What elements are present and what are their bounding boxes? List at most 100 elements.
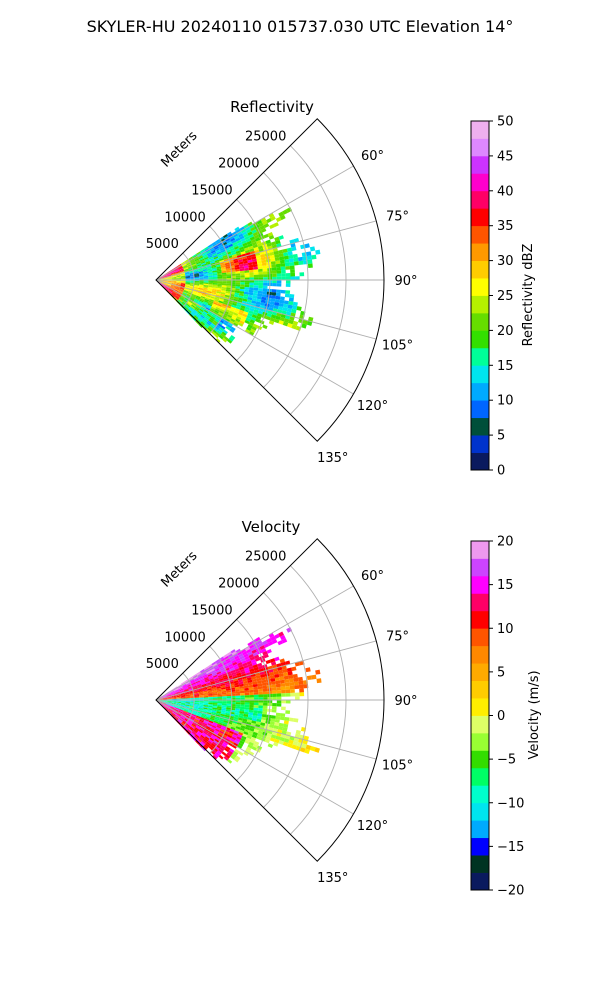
reflectivity-cell xyxy=(278,252,284,258)
reflectivity-cell xyxy=(251,229,257,234)
velocity-cell xyxy=(281,638,288,644)
reflectivity-cell xyxy=(250,328,256,334)
velocity-cell xyxy=(284,682,290,687)
velocity-cell xyxy=(255,657,261,662)
velocity-cell xyxy=(184,725,189,729)
reflectivity-cell xyxy=(254,277,259,280)
velocity-cell xyxy=(176,713,181,717)
reflectivity-cell xyxy=(177,299,182,304)
reflectivity-cell xyxy=(208,245,214,250)
reflectivity-cell xyxy=(166,272,171,275)
reflectivity-cell xyxy=(223,300,229,304)
velocity-cell xyxy=(194,693,199,695)
reflectivity-cell xyxy=(207,243,213,248)
reflectivity-cell xyxy=(179,269,184,272)
reflectivity-cell xyxy=(266,313,272,318)
velocity-cell xyxy=(294,692,300,697)
reflectivity-cell xyxy=(219,326,225,332)
velocity-colorbar-strip xyxy=(471,636,489,647)
velocity-cell xyxy=(167,696,172,698)
velocity-cell xyxy=(243,711,249,715)
velocity-cell xyxy=(238,713,244,717)
reflectivity-cell xyxy=(256,260,262,264)
velocity-cell xyxy=(252,743,259,749)
reflectivity-cell xyxy=(198,286,204,289)
velocity-cell xyxy=(279,716,285,721)
reflectivity-cell xyxy=(262,285,268,289)
velocity-cell xyxy=(272,696,277,700)
reflectivity-cell xyxy=(178,290,184,293)
reflectivity-cell xyxy=(168,289,173,293)
reflectivity-cell xyxy=(256,257,262,262)
velocity-cell xyxy=(180,715,186,719)
velocity-cell xyxy=(210,716,216,720)
reflectivity-cell xyxy=(287,251,293,256)
velocity-cell xyxy=(248,709,254,713)
reflectivity-cell xyxy=(222,278,227,280)
reflectivity-cell xyxy=(218,256,224,260)
reflectivity-cell xyxy=(212,321,217,326)
velocity-cell xyxy=(208,738,214,744)
reflectivity-cell xyxy=(196,262,202,266)
reflectivity-cell xyxy=(198,254,203,259)
velocity-cell xyxy=(269,674,275,679)
velocity-cell xyxy=(178,687,184,690)
reflectivity-cell xyxy=(214,246,219,250)
velocity-cell xyxy=(253,729,259,734)
velocity-cell xyxy=(195,680,201,684)
velocity-cell xyxy=(236,723,242,728)
reflectivity-data xyxy=(157,207,321,344)
velocity-cell xyxy=(257,713,263,717)
reflectivity-cell xyxy=(250,316,257,322)
reflectivity-cell xyxy=(162,275,167,278)
velocity-cell xyxy=(200,741,206,746)
reflectivity-cell xyxy=(253,282,259,286)
velocity-cell xyxy=(227,661,233,666)
reflectivity-cell xyxy=(253,287,259,291)
reflectivity-cell xyxy=(200,321,206,326)
velocity-cell xyxy=(217,694,223,697)
reflectivity-cell xyxy=(207,320,213,325)
velocity-cell xyxy=(269,671,275,676)
velocity-cell xyxy=(201,739,207,745)
velocity-cell xyxy=(257,730,264,735)
reflectivity-cell xyxy=(162,280,168,282)
velocity-cell xyxy=(263,700,268,703)
velocity-cell xyxy=(248,730,254,735)
reflectivity-cell xyxy=(193,316,198,321)
velocity-colorbar-strip xyxy=(471,855,489,865)
velocity-cell xyxy=(161,704,165,708)
velocity-cell xyxy=(210,682,216,686)
reflectivity-cell xyxy=(232,314,238,319)
velocity-cell xyxy=(239,711,245,714)
velocity-cell xyxy=(225,738,231,743)
velocity-cell xyxy=(198,706,204,709)
velocity-cell xyxy=(188,727,194,732)
reflectivity-cell xyxy=(238,293,244,297)
reflectivity-cell xyxy=(201,313,206,318)
reflectivity-cell xyxy=(255,318,261,323)
reflectivity-cell xyxy=(257,242,263,247)
reflectivity-cell xyxy=(162,278,168,280)
reflectivity-cell xyxy=(225,268,231,271)
reflectivity-cell xyxy=(256,219,263,225)
velocity-cell xyxy=(185,724,190,729)
reflectivity-cell xyxy=(176,281,182,282)
velocity-cell xyxy=(162,695,167,698)
reflectivity-cell xyxy=(171,278,177,280)
velocity-cell xyxy=(175,692,181,695)
velocity-cell xyxy=(174,688,179,691)
reflectivity-cell xyxy=(162,282,167,285)
velocity-cell xyxy=(234,710,240,714)
reflectivity-cell xyxy=(164,286,169,291)
velocity-cell xyxy=(175,715,180,719)
velocity-colorbar-strip xyxy=(471,724,489,734)
velocity-cell xyxy=(185,730,190,735)
reflectivity-cell xyxy=(251,256,257,260)
reflectivity-cell xyxy=(192,310,197,315)
reflectivity-cell xyxy=(281,273,286,277)
reflectivity-cell xyxy=(162,275,167,278)
reflectivity-cell xyxy=(218,300,224,304)
velocity-cell xyxy=(293,677,299,682)
reflectivity-cell xyxy=(192,292,197,296)
